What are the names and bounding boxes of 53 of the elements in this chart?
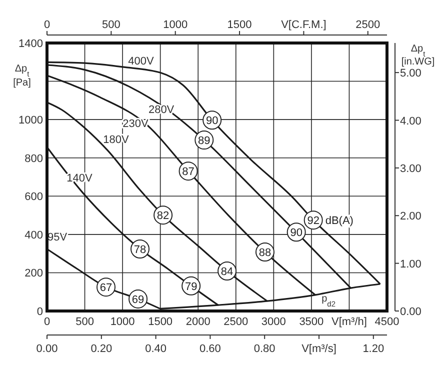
x2-tick-label: 1000 [163, 19, 188, 31]
y2-tick-label: 2.00 [400, 210, 422, 223]
y-tick-label: 1400 [18, 38, 43, 50]
text: 0.80 [254, 343, 276, 355]
y-tick-label: 600 [24, 191, 43, 204]
annotation: 84 [220, 266, 234, 278]
annotation: 69 [132, 294, 144, 306]
series-label: 95V [47, 231, 68, 244]
x-tick-label: 1500 [148, 316, 173, 328]
y-tick-label: 200 [24, 268, 43, 280]
y-tick-label: 800 [24, 152, 43, 165]
x-tick-label: 3000 [261, 316, 286, 328]
y-tick-label: 400 [24, 229, 43, 242]
annotation: 88 [258, 247, 272, 260]
x-tick-label: 1000 [110, 316, 135, 328]
x-tick-label: 0 [44, 316, 50, 328]
x-tick-label: 3500 [299, 316, 324, 328]
text: 0.20 [90, 343, 112, 355]
series-label: 400V [128, 56, 154, 68]
x2-axis-title: V[C.F.M.] [281, 19, 326, 31]
annotation: 67 [100, 282, 112, 294]
text: 0.60 [199, 343, 221, 355]
series-label: p$_{d2}$ [322, 293, 336, 308]
y2-tick-label: 5.00 [400, 68, 422, 80]
y-tick-label: 0 [36, 306, 43, 318]
annotation: 78 [134, 244, 146, 256]
y-tick-label: 1000 [18, 114, 43, 127]
annotation: 82 [156, 210, 170, 222]
x-tick-label: 2000 [186, 316, 210, 328]
annotation: 89 [198, 135, 210, 148]
x-tick-label: 2500 [224, 316, 248, 328]
y2-tick-label: 3.00 [400, 162, 422, 175]
annotation: 79 [184, 280, 198, 293]
y2-tick-label: 4.00 [400, 115, 422, 128]
text: 1.20 [362, 343, 384, 355]
annotation: 90 [206, 115, 218, 128]
text: 0.00 [36, 343, 58, 355]
text: V[m³/s] [302, 343, 336, 355]
annotation: 90 [290, 227, 302, 240]
x2-tick-label: 2500 [356, 19, 380, 31]
x-tick-label: 4500 [374, 316, 400, 328]
y2-axis-title: Δp$_{t}$ [in.WG] [401, 43, 435, 68]
x2-tick-label: 0 [44, 19, 50, 31]
y-axis-title: Δp$_{t}$ [Pa] [13, 64, 32, 89]
x2-tick-label: 500 [102, 19, 120, 31]
x2-tick-label: 1500 [227, 19, 252, 31]
x-tick-label: 500 [76, 316, 94, 328]
y2-tick-label: 0.00 [400, 306, 422, 318]
annotation: 92 [307, 215, 320, 228]
y2-tick-label: 1.00 [400, 258, 422, 270]
text: 0.40 [145, 343, 167, 355]
x-axis-title: V[m³/h] [331, 316, 367, 328]
annotation: 87 [182, 166, 194, 178]
